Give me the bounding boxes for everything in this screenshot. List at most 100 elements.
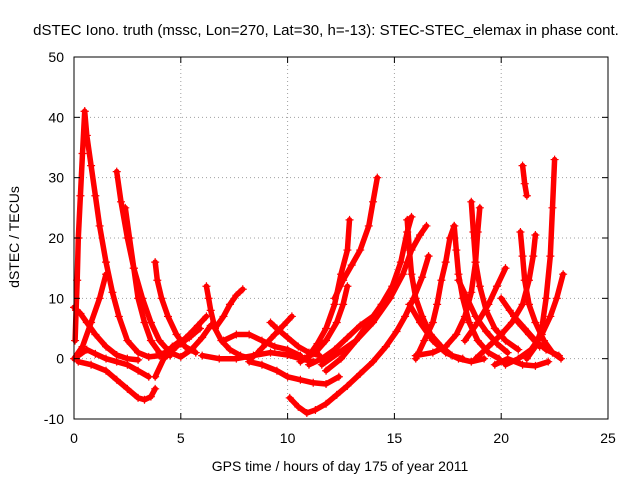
x-tick-label: 25 <box>600 430 616 446</box>
data-point-marker <box>339 300 348 309</box>
data-point-marker <box>245 357 254 366</box>
data-point-marker <box>102 354 111 363</box>
data-point-marker <box>524 330 533 339</box>
data-point-marker <box>396 258 405 267</box>
data-point-marker <box>157 294 166 303</box>
data-point-marker <box>151 258 160 267</box>
series-band <box>472 232 539 362</box>
series-arc <box>245 357 343 389</box>
data-point-marker <box>497 330 506 339</box>
data-point-marker <box>467 357 476 366</box>
data-point-marker <box>334 372 343 381</box>
data-point-marker <box>155 336 164 345</box>
data-point-marker <box>501 336 510 345</box>
series-arc <box>151 258 200 357</box>
data-point-marker <box>283 345 292 354</box>
data-point-marker <box>369 197 378 206</box>
data-point-marker <box>546 252 555 261</box>
series-arc <box>74 357 160 404</box>
data-point-marker <box>514 345 523 354</box>
y-tick-label: 20 <box>48 230 64 246</box>
data-point-marker <box>473 318 482 327</box>
data-point-marker <box>219 336 228 345</box>
data-point-marker <box>469 227 478 236</box>
data-point-marker <box>102 258 111 267</box>
data-point-marker <box>102 342 111 351</box>
data-point-marker <box>300 354 309 363</box>
data-point-marker <box>520 179 529 188</box>
data-point-marker <box>144 352 153 361</box>
data-point-marker <box>123 384 132 393</box>
series-band <box>306 313 376 368</box>
data-point-marker <box>490 324 499 333</box>
data-point-marker <box>102 270 111 279</box>
series-arc <box>219 330 305 360</box>
data-point-marker <box>471 354 480 363</box>
series-arc <box>467 197 523 354</box>
data-point-marker <box>322 399 331 408</box>
data-point-marker <box>202 312 211 321</box>
data-point-marker <box>294 402 303 411</box>
data-point-marker <box>484 342 493 351</box>
data-point-marker <box>332 318 341 327</box>
data-point-marker <box>322 336 331 345</box>
data-point-marker <box>516 227 525 236</box>
data-point-marker <box>296 375 305 384</box>
y-tick-label: 50 <box>48 49 64 65</box>
data-point-marker <box>71 336 80 345</box>
data-point-marker <box>539 336 548 345</box>
data-point-marker <box>159 354 168 363</box>
series-arc <box>405 300 489 366</box>
data-point-marker <box>548 203 557 212</box>
data-point-marker <box>245 330 254 339</box>
data-point-marker <box>123 360 132 369</box>
data-point-marker <box>416 318 425 327</box>
data-point-marker <box>546 312 555 321</box>
data-point-marker <box>356 321 365 330</box>
data-point-marker <box>140 318 149 327</box>
data-point-marker <box>153 276 162 285</box>
series-arc <box>497 294 544 351</box>
data-point-marker <box>102 366 111 375</box>
data-point-marker <box>559 270 568 279</box>
data-point-marker <box>185 330 194 339</box>
x-tick-label: 5 <box>177 430 185 446</box>
x-tick-label: 0 <box>70 430 78 446</box>
data-point-marker <box>369 357 378 366</box>
data-point-marker <box>322 324 331 333</box>
data-point-marker <box>95 221 104 230</box>
data-point-marker <box>514 318 523 327</box>
data-point-marker <box>210 324 219 333</box>
data-point-marker <box>373 173 382 182</box>
data-point-marker <box>134 348 143 357</box>
data-point-marker <box>134 366 143 375</box>
data-point-marker <box>287 312 296 321</box>
data-point-marker <box>518 161 527 170</box>
data-point-marker <box>522 191 531 200</box>
data-point-marker <box>322 380 331 389</box>
data-point-marker <box>76 191 85 200</box>
data-point-marker <box>114 312 123 321</box>
series-arc <box>300 282 352 363</box>
y-axis-label: dSTEC / TECUs <box>6 186 22 288</box>
data-point-marker <box>129 264 138 273</box>
data-point-marker <box>460 336 469 345</box>
data-point-marker <box>311 348 320 357</box>
data-point-marker <box>492 282 501 291</box>
data-point-marker <box>87 360 96 369</box>
data-point-marker <box>322 366 331 375</box>
data-point-marker <box>381 342 390 351</box>
data-point-marker <box>441 258 450 267</box>
data-point-marker <box>198 351 207 360</box>
data-point-marker <box>441 342 450 351</box>
data-point-marker <box>405 246 414 255</box>
data-point-marker <box>445 234 454 242</box>
data-point-marker <box>80 107 89 116</box>
data-point-marker <box>347 261 356 270</box>
data-point-marker <box>433 300 442 309</box>
data-point-marker <box>112 167 121 176</box>
data-point-marker <box>225 300 234 309</box>
data-point-marker <box>193 321 202 330</box>
data-point-marker <box>339 276 348 285</box>
data-point-marker <box>172 342 181 351</box>
